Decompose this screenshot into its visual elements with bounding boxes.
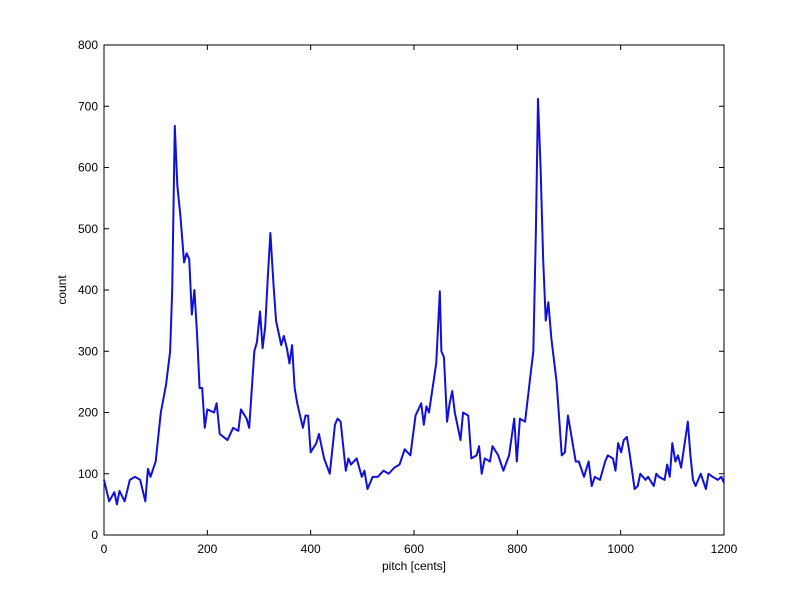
x-tick-label: 1000 (607, 542, 634, 556)
x-tick-label: 600 (404, 542, 424, 556)
y-tick-label: 700 (78, 99, 98, 113)
x-tick-label: 400 (301, 542, 321, 556)
x-tick-label: 0 (101, 542, 108, 556)
x-axis-label: pitch [cents] (382, 559, 446, 573)
y-tick-label: 500 (78, 222, 98, 236)
y-tick-label: 100 (78, 467, 98, 481)
x-tick-label: 1200 (711, 542, 738, 556)
x-tick-label: 200 (197, 542, 217, 556)
y-tick-label: 300 (78, 344, 98, 358)
y-axis-label: count (55, 275, 69, 305)
y-tick-label: 0 (91, 528, 98, 542)
y-tick-label: 800 (78, 38, 98, 52)
x-tick-label: 800 (507, 542, 527, 556)
data-line (103, 97, 725, 506)
y-tick-label: 400 (78, 283, 98, 297)
y-tick-label: 200 (78, 406, 98, 420)
y-tick-label: 600 (78, 161, 98, 175)
plot-frame (103, 44, 725, 536)
